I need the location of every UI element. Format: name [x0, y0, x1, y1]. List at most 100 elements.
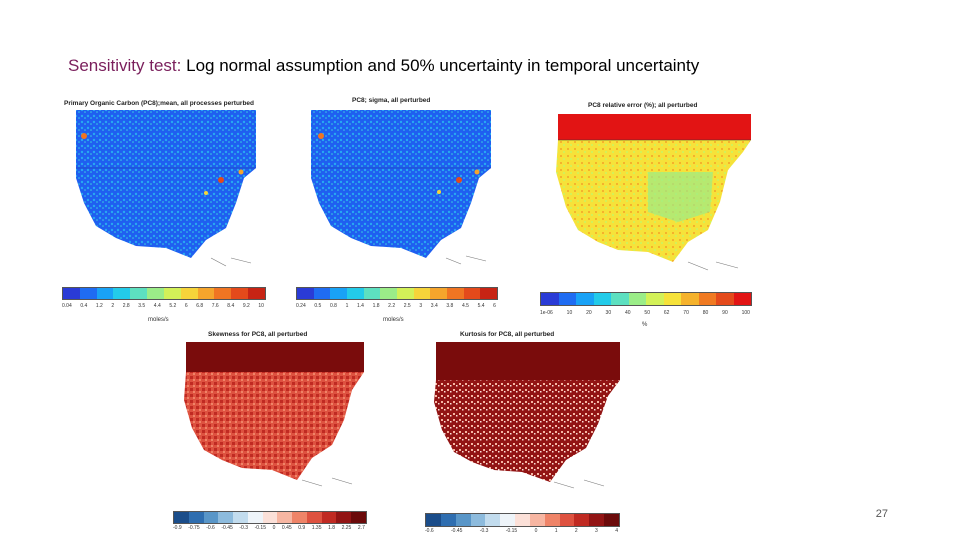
colorbar-swatch — [611, 293, 629, 305]
colorbar-tick-label: 2 — [111, 303, 115, 309]
colorbar-tick-label: -0.3 — [479, 528, 489, 534]
colorbar-swatch — [455, 514, 471, 526]
colorbar-swatch — [574, 514, 590, 526]
colorbar-swatch — [214, 288, 232, 299]
colorbar-tick-label: -0.45 — [221, 525, 233, 531]
page-number: 27 — [875, 508, 888, 520]
colorbar-swatch — [515, 514, 530, 526]
map-kurt — [422, 340, 620, 492]
colorbar-tick-label: -0.6 — [425, 528, 434, 534]
colorbar-tick-label: 2 — [574, 528, 578, 534]
colorbar-tick-label: -0.3 — [239, 525, 248, 531]
colorbar-swatch — [500, 514, 516, 526]
colorbar-mean — [62, 287, 266, 300]
colorbar-tick-label: 5.4 — [477, 303, 485, 309]
colorbar-swatch — [188, 512, 204, 523]
colorbar-swatch — [147, 288, 164, 299]
colorbar-tick-label: 3 — [595, 528, 598, 534]
colorbar-swatch — [313, 288, 331, 299]
colorbar-tick-label: 5.2 — [169, 303, 177, 309]
colorbar-swatch — [589, 514, 605, 526]
colorbar-swatch — [380, 288, 398, 299]
colorbar-swatch — [541, 293, 559, 305]
colorbar-tick-label: 0.4 — [80, 303, 88, 309]
colorbar-tick-label: 62 — [663, 310, 670, 316]
colorbar-tick-label: 0.5 — [314, 303, 322, 309]
colorbar-skew-ticks: -0.9 -0.75 -0.6 -0.45 -0.3 -0.15 0 0.45 0.9 1.35 1… — [173, 525, 365, 531]
colorbar-tick-label: 70 — [683, 310, 689, 316]
colorbar-swatch — [197, 288, 215, 299]
colorbar-tick-label: 0 — [534, 528, 538, 534]
colorbar-tick-label: 0.45 — [281, 525, 292, 531]
colorbar-tick-label: 30 — [605, 310, 612, 316]
colorbar-tick-label: 6.8 — [196, 303, 204, 309]
colorbar-swatch — [96, 288, 114, 299]
colorbar-tick-label: 50 — [644, 310, 650, 316]
colorbar-tick-label: 1e-06 — [540, 310, 553, 316]
colorbar-tick-label: -0.15 — [254, 525, 266, 531]
colorbar-swatch — [351, 512, 366, 523]
colorbar-swatch — [297, 288, 314, 299]
slide-title: Sensitivity test: Log normal assumption … — [68, 56, 699, 76]
colorbar-kurt — [425, 513, 620, 527]
colorbar-tick-label: 3.8 — [446, 303, 454, 309]
colorbar-swatch — [330, 288, 348, 299]
colorbar-tick-label: 2.2 — [388, 303, 396, 309]
colorbar-swatch — [248, 288, 265, 299]
colorbar-sigma-unit: moles/s — [383, 317, 404, 323]
colorbar-tick-label: 1.8 — [328, 525, 336, 531]
colorbar-tick-label: 0 — [272, 525, 276, 531]
colorbar-tick-label: 3.5 — [138, 303, 146, 309]
colorbar-tick-label: 0.9 — [298, 525, 306, 531]
colorbar-swatch — [233, 512, 248, 523]
colorbar-tick-label: 3.4 — [430, 303, 438, 309]
colorbar-swatch — [306, 512, 322, 523]
colorbar-swatch — [262, 512, 278, 523]
colorbar-swatch — [113, 288, 131, 299]
colorbar-swatch — [231, 288, 249, 299]
colorbar-swatch — [646, 293, 664, 305]
colorbar-sigma-ticks: 0.24 0.5 0.8 1 1.4 1.8 2.2 2.5 3 3.4 3.8 4.5 5.4 6 — [296, 303, 496, 309]
colorbar-swatch — [397, 288, 414, 299]
colorbar-swatch — [663, 293, 681, 305]
colorbar-swatch — [336, 512, 352, 523]
colorbar-skew — [173, 511, 367, 524]
colorbar-tick-label: 10 — [566, 310, 573, 316]
colorbar-tick-label: 4 — [615, 528, 618, 534]
colorbar-swatch — [604, 514, 619, 526]
colorbar-swatch — [544, 514, 560, 526]
colorbar-swatch — [470, 514, 486, 526]
colorbar-tick-label: 2.5 — [403, 303, 411, 309]
slide-title-rest: Log normal assumption and 50% uncertaint… — [186, 56, 700, 75]
colorbar-swatch — [174, 512, 189, 523]
panel-kurt-title: Kurtosis for PC8, all perturbed — [460, 331, 555, 338]
colorbar-tick-label: 9.2 — [242, 303, 250, 309]
colorbar-mean-unit: moles/s — [148, 317, 169, 323]
colorbar-swatch — [163, 288, 181, 299]
colorbar-swatch — [79, 288, 97, 299]
colorbar-mean-ticks: 0.04 0.4 1.2 2 2.8 3.5 4.4 5.2 6 6.8 7.6 8.4 9.2 10 — [62, 303, 264, 309]
map-mean — [56, 108, 266, 270]
colorbar-tick-label: -0.45 — [451, 528, 463, 534]
colorbar-tick-label: 6 — [184, 303, 188, 309]
colorbar-tick-label: -0.15 — [505, 528, 518, 534]
colorbar-swatch — [480, 288, 498, 299]
colorbar-swatch — [321, 512, 337, 523]
colorbar-swatch — [628, 293, 646, 305]
colorbar-tick-label: 1 — [554, 528, 558, 534]
colorbar-tick-label: 10 — [258, 303, 264, 309]
colorbar-relerr — [540, 292, 752, 306]
colorbar-relerr-ticks: 1e-06 10 20 30 40 50 62 70 80 90 100 — [540, 310, 750, 316]
panel-relerr-title: PC8 relative error (%); all perturbed — [588, 102, 698, 109]
colorbar-tick-label: 4.4 — [153, 303, 161, 309]
colorbar-swatch — [733, 293, 751, 305]
map-sigma — [291, 108, 501, 268]
colorbar-tick-label: 3 — [419, 303, 423, 309]
colorbar-swatch — [218, 512, 234, 523]
colorbar-tick-label: 1 — [345, 303, 349, 309]
colorbar-tick-label: 1.2 — [95, 303, 103, 309]
colorbar-tick-label: 40 — [624, 310, 631, 316]
colorbar-swatch — [413, 288, 431, 299]
panel-mean-title: Primary Organic Carbon (PC8);mean, all p… — [64, 100, 255, 107]
colorbar-swatch — [558, 293, 576, 305]
